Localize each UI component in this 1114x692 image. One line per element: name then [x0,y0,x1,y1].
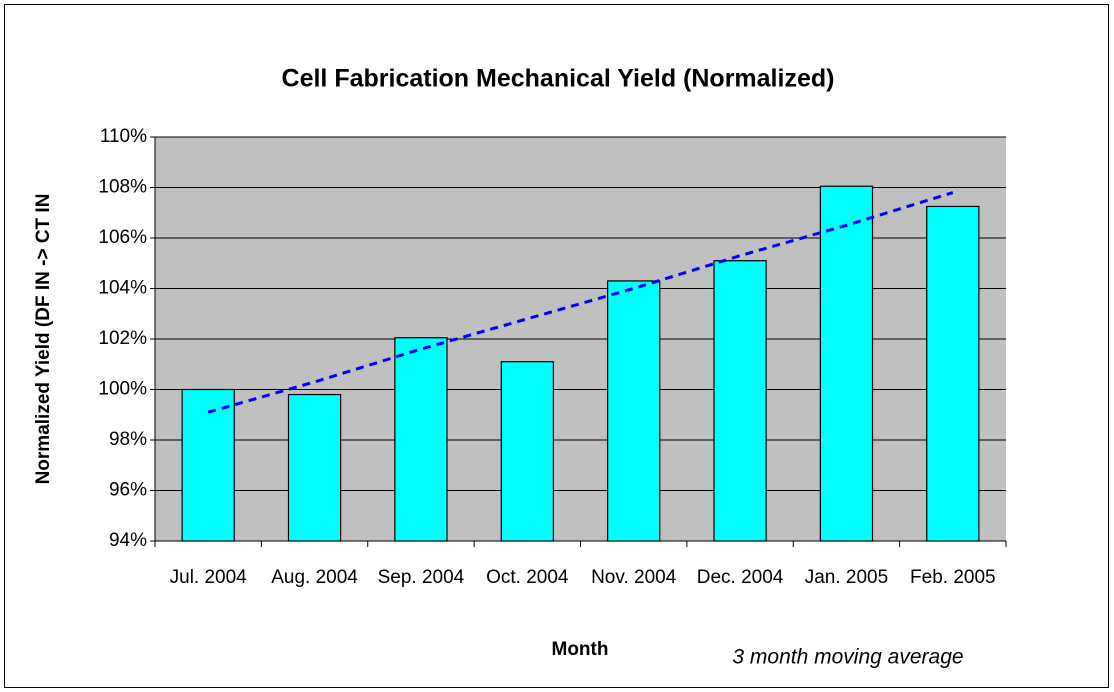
y-tick-label: 110% [100,126,147,147]
bar [713,260,767,542]
bar [287,393,342,542]
bar [500,361,554,542]
trend-line [207,191,954,414]
bar [926,205,980,542]
x-tick-label: Sep. 2004 [377,567,465,588]
x-axis-title: Month [552,639,609,660]
bar [819,185,874,542]
y-tick-label: 100% [98,379,147,400]
y-tick-label: 98% [109,429,147,450]
x-tick-label: Oct. 2004 [486,567,569,588]
x-tick-label: Jul. 2004 [169,567,247,588]
x-tick-label: Jan. 2005 [804,567,889,588]
bar [607,280,661,542]
x-tick-label: Dec. 2004 [696,567,784,588]
y-tick-label: 104% [98,278,147,299]
y-axis-title: Normalized Yield (DF IN -> CT IN [33,194,54,485]
y-tick-label: 94% [109,530,147,551]
y-tick-label: 108% [98,177,147,198]
y-tick-label: 102% [98,328,147,349]
x-tick-label: Nov. 2004 [591,567,677,588]
y-tick-label: 106% [98,227,147,248]
x-tick-label: Aug. 2004 [271,567,358,588]
y-tick-label: 96% [109,480,147,501]
bar [394,337,448,542]
bar [181,388,235,542]
trend-label: 3 month moving average [732,646,963,669]
x-tick-label: Feb. 2005 [910,567,996,588]
chart-title: Cell Fabrication Mechanical Yield (Norma… [282,65,835,93]
